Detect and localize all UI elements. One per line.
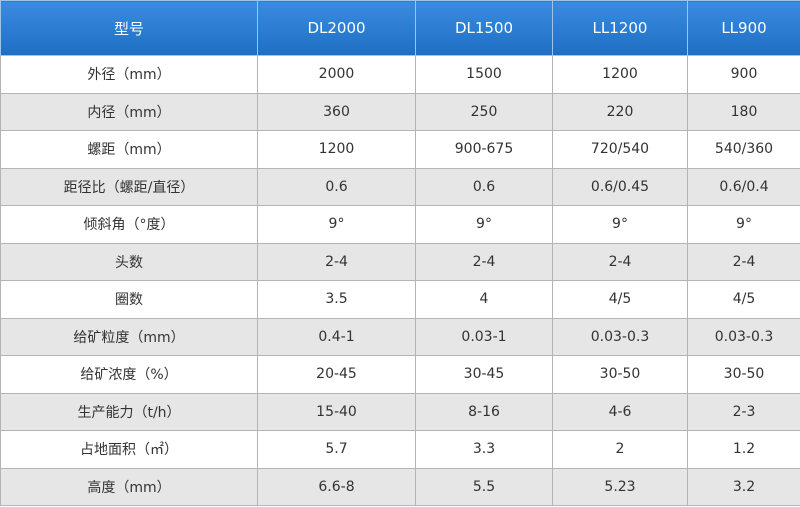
cell: 3.2 [687,467,800,506]
row-label: 内径（mm） [0,92,258,131]
header-cell: DL2000 [257,0,416,56]
table-row: 占地面积（㎡） 5.7 3.3 2 1.2 [0,430,800,469]
table-row: 给矿浓度（%） 20-45 30-45 30-50 30-50 [0,355,800,394]
row-label: 高度（mm） [0,467,258,506]
cell: 9° [257,205,416,244]
cell: 0.03-0.3 [687,317,800,356]
table-row: 给矿粒度（mm） 0.4-1 0.03-1 0.03-0.3 0.03-0.3 [0,317,800,356]
cell: 250 [415,92,553,131]
cell: 0.6/0.45 [552,167,688,206]
cell: 30-45 [415,355,553,394]
cell: 360 [257,92,416,131]
table-row: 头数 2-4 2-4 2-4 2-4 [0,242,800,281]
cell: 2-4 [687,242,800,281]
cell: 0.03-1 [415,317,553,356]
cell: 2 [552,430,688,469]
cell: 15-40 [257,392,416,431]
header-cell: LL1200 [552,0,688,56]
cell: 0.03-0.3 [552,317,688,356]
table-row: 距径比（螺距/直径） 0.6 0.6 0.6/0.45 0.6/0.4 [0,167,800,206]
cell: 1200 [257,130,416,169]
cell: 900 [687,55,800,94]
table-body: 外径（mm） 2000 1500 1200 900 内径（mm） 360 250 220 180 螺… [0,55,800,506]
cell: 0.4-1 [257,317,416,356]
cell: 1200 [552,55,688,94]
row-label: 给矿浓度（%） [0,355,258,394]
header-cell: 型号 [0,0,258,56]
cell: 3.3 [415,430,553,469]
cell: 720/540 [552,130,688,169]
cell: 2-3 [687,392,800,431]
header-cell: LL900 [687,0,800,56]
cell: 5.5 [415,467,553,506]
cell: 30-50 [552,355,688,394]
cell: 2-4 [552,242,688,281]
cell: 4/5 [552,280,688,319]
cell: 4-6 [552,392,688,431]
cell: 20-45 [257,355,416,394]
cell: 2-4 [415,242,553,281]
header-cell: DL1500 [415,0,553,56]
row-label: 距径比（螺距/直径） [0,167,258,206]
cell: 0.6 [415,167,553,206]
cell: 540/360 [687,130,800,169]
cell: 0.6/0.4 [687,167,800,206]
cell: 1500 [415,55,553,94]
row-label: 占地面积（㎡） [0,430,258,469]
row-label: 螺距（mm） [0,130,258,169]
cell: 2-4 [257,242,416,281]
cell: 0.6 [257,167,416,206]
cell: 9° [415,205,553,244]
table-row: 倾斜角（°度） 9° 9° 9° 9° [0,205,800,244]
row-label: 给矿粒度（mm） [0,317,258,356]
row-label: 头数 [0,242,258,281]
cell: 900-675 [415,130,553,169]
table-row: 螺距（mm） 1200 900-675 720/540 540/360 [0,130,800,169]
cell: 30-50 [687,355,800,394]
table-head: 型号 DL2000 DL1500 LL1200 LL900 [0,0,800,56]
cell: 6.6-8 [257,467,416,506]
table-row: 生产能力（t/h） 15-40 8-16 4-6 2-3 [0,392,800,431]
row-label: 生产能力（t/h） [0,392,258,431]
cell: 5.23 [552,467,688,506]
cell: 4/5 [687,280,800,319]
cell: 220 [552,92,688,131]
cell: 3.5 [257,280,416,319]
table-row: 外径（mm） 2000 1500 1200 900 [0,55,800,94]
row-label: 外径（mm） [0,55,258,94]
table-row: 高度（mm） 6.6-8 5.5 5.23 3.2 [0,467,800,506]
cell: 8-16 [415,392,553,431]
cell: 9° [687,205,800,244]
cell: 4 [415,280,553,319]
cell: 9° [552,205,688,244]
cell: 5.7 [257,430,416,469]
table-row: 内径（mm） 360 250 220 180 [0,92,800,131]
row-label: 圈数 [0,280,258,319]
cell: 2000 [257,55,416,94]
row-label: 倾斜角（°度） [0,205,258,244]
table-row: 圈数 3.5 4 4/5 4/5 [0,280,800,319]
cell: 180 [687,92,800,131]
cell: 1.2 [687,430,800,469]
header-row: 型号 DL2000 DL1500 LL1200 LL900 [0,0,800,56]
